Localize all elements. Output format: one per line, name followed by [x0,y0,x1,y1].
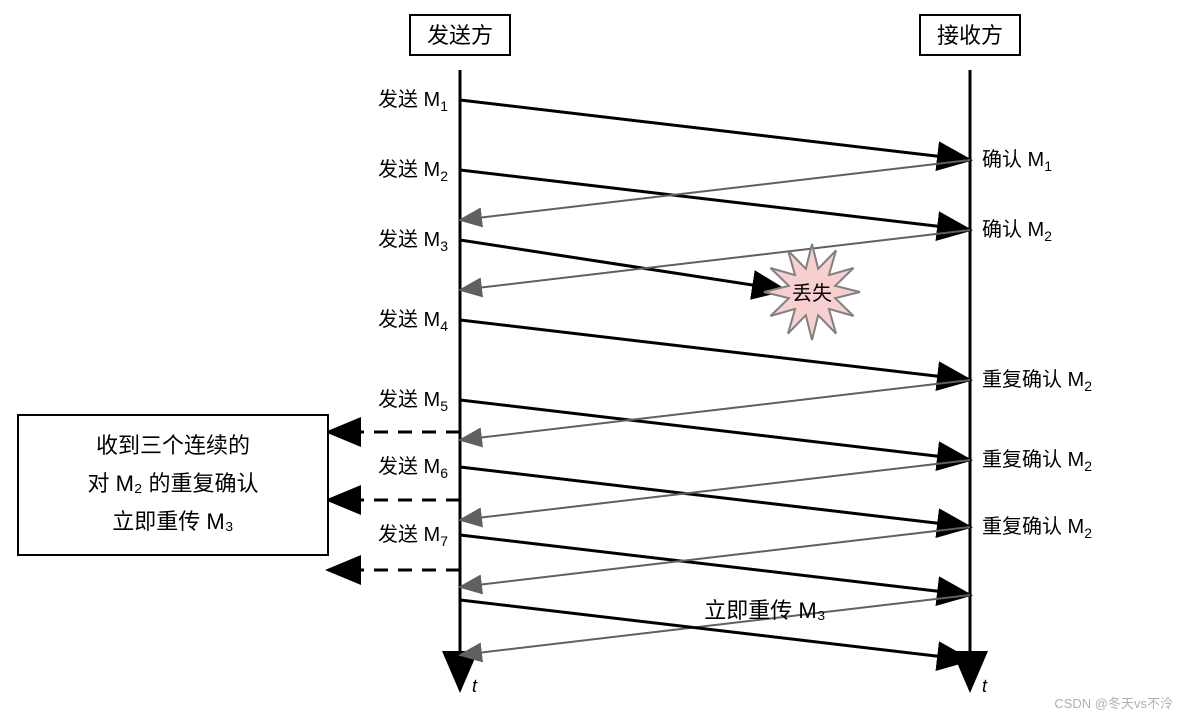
send-arrow-1 [460,100,970,160]
t-label-sender: t [472,676,478,696]
note-line-0: 收到三个连续的 [96,433,250,458]
send-arrow-2 [460,170,970,230]
retransmit-label: 立即重传 M₃ [704,598,825,623]
receiver-box-label: 接收方 [937,23,1003,48]
ack-label-0: 确认 M1 [982,148,1052,174]
ack-label-3: 重复确认 M2 [982,448,1092,474]
ack-label-1: 确认 M2 [982,218,1052,244]
send-label-2: 发送 M2 [378,158,448,184]
note-line-2: 立即重传 M₃ [112,509,233,534]
send-arrow-3 [460,240,785,290]
send-label-3: 发送 M3 [378,228,448,254]
ack-label-4: 重复确认 M2 [982,515,1092,541]
ack-arrow-3 [460,460,970,520]
send-arrow-6 [460,467,970,527]
lost-label: 丢失 [792,282,832,305]
send-label-5: 发送 M5 [378,388,448,414]
ack-arrow-1 [460,230,970,290]
sender-box-label: 发送方 [427,23,493,48]
send-arrow-7 [460,535,970,595]
send-label-1: 发送 M1 [378,88,448,114]
send-arrow-4 [460,320,970,380]
watermark: CSDN @冬天vs不泠 [1054,696,1173,711]
send-label-6: 发送 M6 [378,455,448,481]
ack-label-2: 重复确认 M2 [982,368,1092,394]
ack-arrow-4 [460,527,970,587]
send-label-4: 发送 M4 [378,308,448,334]
ack-arrow-0 [460,160,970,220]
t-label-receiver: t [982,676,988,696]
note-line-1: 对 M₂ 的重复确认 [87,471,258,496]
send-label-7: 发送 M7 [378,523,448,549]
